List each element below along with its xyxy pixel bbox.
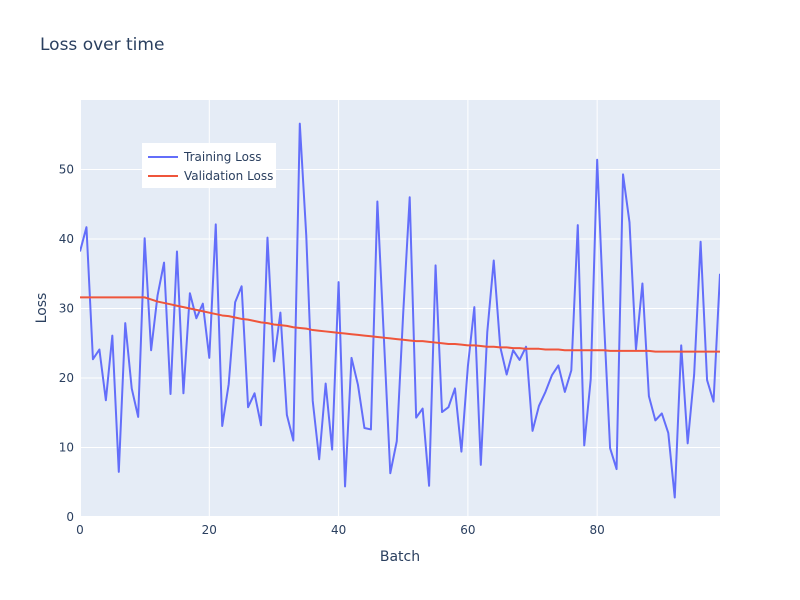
chart-title: Loss over time <box>40 35 164 55</box>
y-tick-label: 50 <box>59 163 74 177</box>
x-tick-label: 60 <box>460 523 475 537</box>
series-line-validation-loss <box>80 296 720 353</box>
legend-label-training[interactable]: Training Loss <box>183 150 261 164</box>
y-axis-ticks: 0 10 20 30 40 50 <box>59 163 74 525</box>
x-tick-label: 0 <box>76 523 84 537</box>
y-tick-label: 0 <box>66 510 74 524</box>
x-axis-title: Batch <box>380 549 420 565</box>
y-tick-label: 30 <box>59 302 74 316</box>
y-tick-label: 40 <box>59 232 74 246</box>
series-line-training-loss <box>80 122 720 499</box>
legend-box <box>142 143 276 188</box>
series-layer <box>80 122 720 499</box>
y-axis-title: Loss <box>34 293 50 324</box>
x-axis-ticks: 0 20 40 60 80 <box>76 523 605 537</box>
y-tick-label: 10 <box>59 441 74 455</box>
x-tick-label: 20 <box>202 523 217 537</box>
x-tick-label: 40 <box>331 523 346 537</box>
y-tick-label: 20 <box>59 371 74 385</box>
x-tick-label: 80 <box>590 523 605 537</box>
legend[interactable]: Training Loss Validation Loss <box>142 143 276 188</box>
legend-label-validation[interactable]: Validation Loss <box>184 169 273 183</box>
